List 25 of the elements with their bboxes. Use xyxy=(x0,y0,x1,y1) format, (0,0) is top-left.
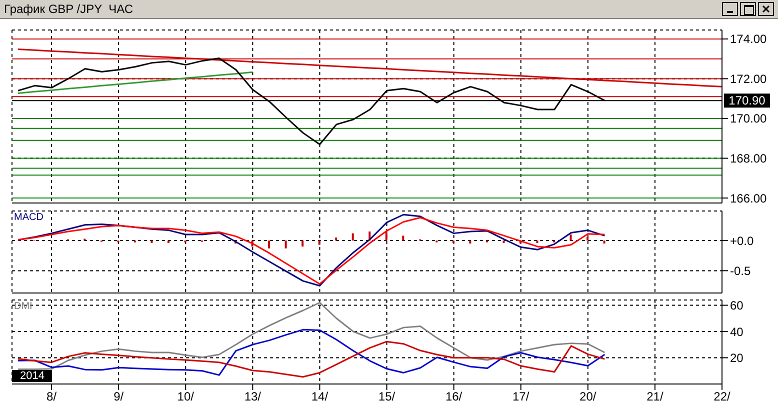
y-tick-label: 174.00 xyxy=(730,32,768,46)
y-tick-label: +0.0 xyxy=(730,234,754,248)
x-tick-label: 9/ xyxy=(114,390,124,404)
x-tick-label: 15/ xyxy=(378,390,396,404)
y-tick-label: 166.00 xyxy=(730,191,768,206)
ref-line-label: 170.90 xyxy=(728,94,766,108)
x-tick-label: 14/ xyxy=(311,390,329,404)
y-tick-label: 40 xyxy=(730,324,744,339)
x-tick-label: 21/ xyxy=(646,390,664,404)
chart-title: MACD xyxy=(14,212,44,223)
y-tick-label: 172.00 xyxy=(730,72,768,86)
y-tick-label: 168.00 xyxy=(730,152,768,166)
y-tick-label: 170.00 xyxy=(730,112,768,126)
x-tick-label: 16/ xyxy=(445,390,463,404)
x-tick-label: 22/ xyxy=(714,390,732,404)
chart-title: График GBP /JPY ЧАС xyxy=(4,2,133,16)
y-tick-label: 60 xyxy=(730,298,744,313)
y-tick-label: -0.5 xyxy=(730,264,752,278)
annotation: 2014 xyxy=(12,370,52,382)
x-tick-label: 10/ xyxy=(177,390,195,404)
x-tick-label: 13/ xyxy=(244,390,262,404)
y-tick-label: 20 xyxy=(730,351,744,366)
x-tick-label: 17/ xyxy=(512,390,530,404)
x-tick-label: 20/ xyxy=(580,390,597,404)
x-tick-label: 8/ xyxy=(46,390,58,404)
